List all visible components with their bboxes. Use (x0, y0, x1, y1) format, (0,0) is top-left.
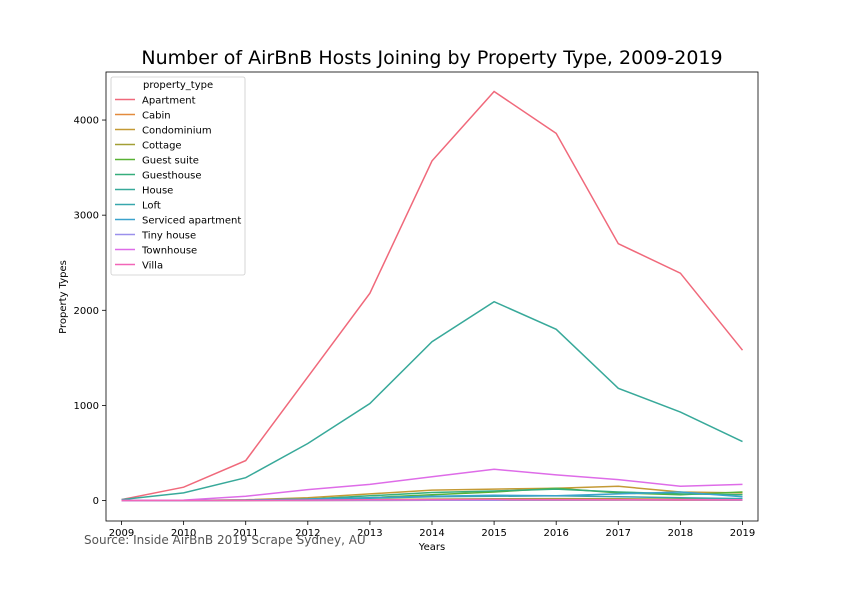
legend-label: Cottage (142, 141, 182, 152)
legend-label: Tiny house (141, 231, 196, 242)
legend-label: Guest suite (142, 156, 199, 167)
legend-label: House (142, 186, 173, 197)
x-axis-label: Years (418, 542, 445, 553)
x-tick-label: 2013 (357, 528, 382, 539)
x-tick-label: 2017 (606, 528, 631, 539)
legend-label: Condominium (142, 126, 212, 137)
x-tick-label: 2010 (171, 528, 196, 539)
y-tick-label: 0 (93, 496, 99, 507)
y-axis-label: Property Types (58, 260, 69, 334)
legend-label: Serviced apartment (142, 216, 241, 227)
x-tick-label: 2009 (109, 528, 134, 539)
x-tick-label: 2016 (543, 528, 568, 539)
x-tick-label: 2014 (419, 528, 444, 539)
y-tick-label: 2000 (74, 306, 99, 317)
y-tick-label: 3000 (74, 211, 99, 222)
x-tick-label: 2011 (233, 528, 258, 539)
legend-label: Cabin (142, 111, 171, 122)
series-line-townhouse (121, 468, 743, 502)
legend-title: property_type (143, 80, 213, 91)
legend-label: Villa (142, 261, 163, 272)
legend: property_type Apartment Cabin Condominium C… (110, 76, 246, 276)
source-note: Source: Inside AirBnB 2019 Scrape Sydney… (84, 533, 366, 547)
x-tick-label: 2012 (295, 528, 320, 539)
legend-label: Loft (142, 201, 161, 212)
x-tick-label: 2019 (730, 528, 755, 539)
y-tick-label: 1000 (74, 401, 99, 412)
plot-area (121, 90, 744, 502)
legend-label: Guesthouse (142, 171, 202, 182)
y-axis: 0 1000 2000 3000 4000 (74, 116, 106, 507)
series-line-house (121, 300, 743, 501)
x-tick-label: 2015 (481, 528, 506, 539)
legend-label: Townhouse (141, 246, 197, 257)
series-line-apartment (121, 90, 744, 501)
chart-title: Number of AirBnB Hosts Joining by Proper… (141, 47, 722, 69)
series-line-villa (121, 498, 743, 502)
legend-box (110, 76, 246, 276)
x-tick-label: 2018 (668, 528, 693, 539)
x-axis: 2009 2010 2011 2012 2013 2014 2015 2016 2017 2018… (109, 521, 755, 539)
y-tick-label: 4000 (74, 116, 99, 127)
legend-label: Apartment (142, 96, 196, 107)
